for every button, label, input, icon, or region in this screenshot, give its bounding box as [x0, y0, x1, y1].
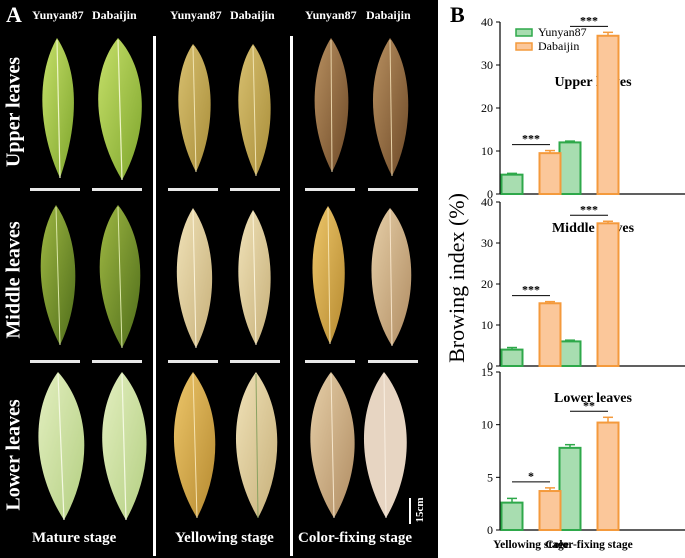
y-tick-label: 0 — [487, 187, 493, 201]
column-separator — [290, 36, 293, 556]
category-label: Color-fixing stage — [545, 539, 632, 551]
scale-line — [230, 188, 280, 191]
leaf-middle-colorfixing-dabaijin — [371, 208, 412, 347]
leaf-middle-mature-yunyan87 — [40, 205, 76, 346]
y-tick-label: 40 — [481, 15, 493, 29]
scale-line — [30, 360, 80, 363]
column-header-yunyan87: Yunyan87 — [305, 8, 357, 22]
y-tick-label: 0 — [487, 523, 493, 537]
y-tick-label: 20 — [481, 277, 493, 291]
column-header-dabaijin: Dabaijin — [230, 8, 275, 22]
significance-label: *** — [580, 202, 598, 216]
y-tick-label: 10 — [481, 144, 493, 158]
leaf-lower-colorfixing-dabaijin — [363, 372, 407, 519]
y-tick-label: 10 — [481, 318, 493, 332]
stage-label-colorfixing: Color-fixing stage — [298, 530, 413, 546]
scale-line — [168, 188, 218, 191]
scale-line — [92, 188, 142, 191]
column-header-dabaijin: Dabaijin — [366, 8, 411, 22]
significance-label: *** — [522, 132, 540, 146]
y-tick-label: 10 — [481, 418, 493, 432]
scale-line — [230, 360, 280, 363]
legend-swatch — [515, 28, 533, 37]
bar — [500, 173, 524, 195]
category-label: Yellowing stage — [493, 539, 569, 551]
y-tick-label: 30 — [481, 236, 493, 250]
y-tick-label: 15 — [481, 365, 493, 379]
significance-label: *** — [580, 13, 598, 27]
scale-line — [168, 360, 218, 363]
y-axis-label: Browing index (%) — [444, 193, 469, 363]
y-tick-label: 30 — [481, 58, 493, 72]
column-header-dabaijin: Dabaijin — [92, 8, 137, 22]
panel-a-letter: A — [6, 2, 22, 27]
bar — [596, 222, 620, 367]
leaf-middle-yellowing-dabaijin — [238, 210, 271, 346]
y-tick-label: 20 — [481, 101, 493, 115]
leaf-lower-colorfixing-yunyan87 — [310, 372, 355, 519]
bar — [558, 340, 582, 367]
significance-label: *** — [522, 283, 540, 297]
bar — [558, 446, 582, 531]
leaf-upper-mature-yunyan87 — [42, 38, 74, 179]
y-tick-label: 40 — [481, 195, 493, 209]
legend-label: Dabaijin — [538, 39, 579, 53]
leaf-upper-yellowing-dabaijin — [238, 44, 271, 177]
leaf-lower-yellowing-yunyan87 — [173, 372, 216, 519]
panel-title: Lower leaves — [554, 391, 632, 406]
leaf-middle-mature-dabaijin — [99, 205, 141, 349]
leaf-lower-yellowing-dabaijin — [235, 372, 278, 519]
photo-panel: A Yunyan87 Dabaijin Yunyan87 Dabaijin Yu… — [0, 0, 438, 558]
significance-label: * — [528, 469, 534, 483]
bar — [596, 421, 620, 531]
leaf-middle-yellowing-yunyan87 — [176, 208, 213, 349]
bar — [500, 501, 524, 532]
scale-line — [368, 360, 418, 363]
scale-line — [305, 188, 355, 191]
y-tick-label: 0 — [487, 359, 493, 373]
scale-line — [30, 188, 80, 191]
legend-swatch — [515, 42, 533, 51]
y-tick-label: 5 — [487, 470, 493, 484]
legend-label: Yunyan87 — [538, 25, 587, 39]
leaf-middle-colorfixing-yunyan87 — [312, 206, 345, 345]
significance-label: ** — [583, 398, 595, 412]
bar — [500, 348, 524, 368]
stage-label-mature: Mature stage — [32, 530, 117, 546]
leaf-photos — [38, 38, 412, 521]
bar — [538, 302, 562, 367]
stage-label-yellowing: Yellowing stage — [175, 530, 274, 546]
bar — [558, 141, 582, 195]
bar — [596, 34, 620, 196]
scale-line — [305, 360, 355, 363]
bar — [538, 490, 562, 532]
scale-line — [368, 188, 418, 191]
panel-b-letter: B — [450, 2, 465, 27]
leaf-lower-mature-yunyan87 — [38, 372, 85, 521]
column-separator — [153, 36, 156, 556]
scale-label: 15cm — [414, 497, 426, 523]
leaf-upper-colorfixing-dabaijin — [372, 38, 409, 177]
leaf-lower-mature-dabaijin — [102, 372, 147, 521]
leaf-upper-yellowing-yunyan87 — [178, 44, 211, 173]
leaf-upper-mature-dabaijin — [98, 38, 142, 181]
scale-line — [92, 360, 142, 363]
scale-bar — [409, 498, 411, 524]
bar — [538, 152, 562, 195]
panel-title: Middle leaves — [552, 221, 635, 236]
column-header-yunyan87: Yunyan87 — [170, 8, 222, 22]
column-header-yunyan87: Yunyan87 — [32, 8, 84, 22]
panel-title: Upper leaves — [554, 75, 632, 90]
leaf-upper-colorfixing-yunyan87 — [314, 38, 349, 173]
